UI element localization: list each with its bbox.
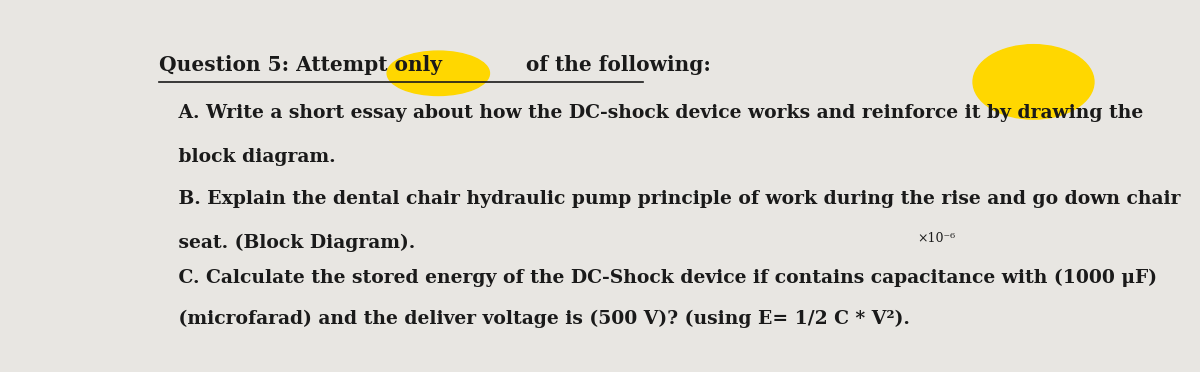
Text: A. Write a short essay about how the DC-shock device works and reinforce it by d: A. Write a short essay about how the DC-…	[160, 104, 1144, 122]
Text: block diagram.: block diagram.	[160, 148, 336, 166]
Ellipse shape	[973, 45, 1094, 119]
Text: (microfarad) and the deliver voltage is (500 V)? (using E= 1/2 C * V²).: (microfarad) and the deliver voltage is …	[160, 310, 910, 328]
Text: C. Calculate the stored energy of the DC-Shock device if contains capacitance wi: C. Calculate the stored energy of the DC…	[160, 269, 1157, 287]
Ellipse shape	[388, 51, 490, 96]
Text: B. Explain the dental chair hydraulic pump principle of work during the rise and: B. Explain the dental chair hydraulic pu…	[160, 190, 1181, 208]
Text: seat. (Block Diagram).: seat. (Block Diagram).	[160, 234, 415, 252]
Text: Question 5: Attempt only            of the following:: Question 5: Attempt only of the followin…	[160, 55, 712, 75]
Text: ×10⁻⁶: ×10⁻⁶	[917, 232, 955, 245]
